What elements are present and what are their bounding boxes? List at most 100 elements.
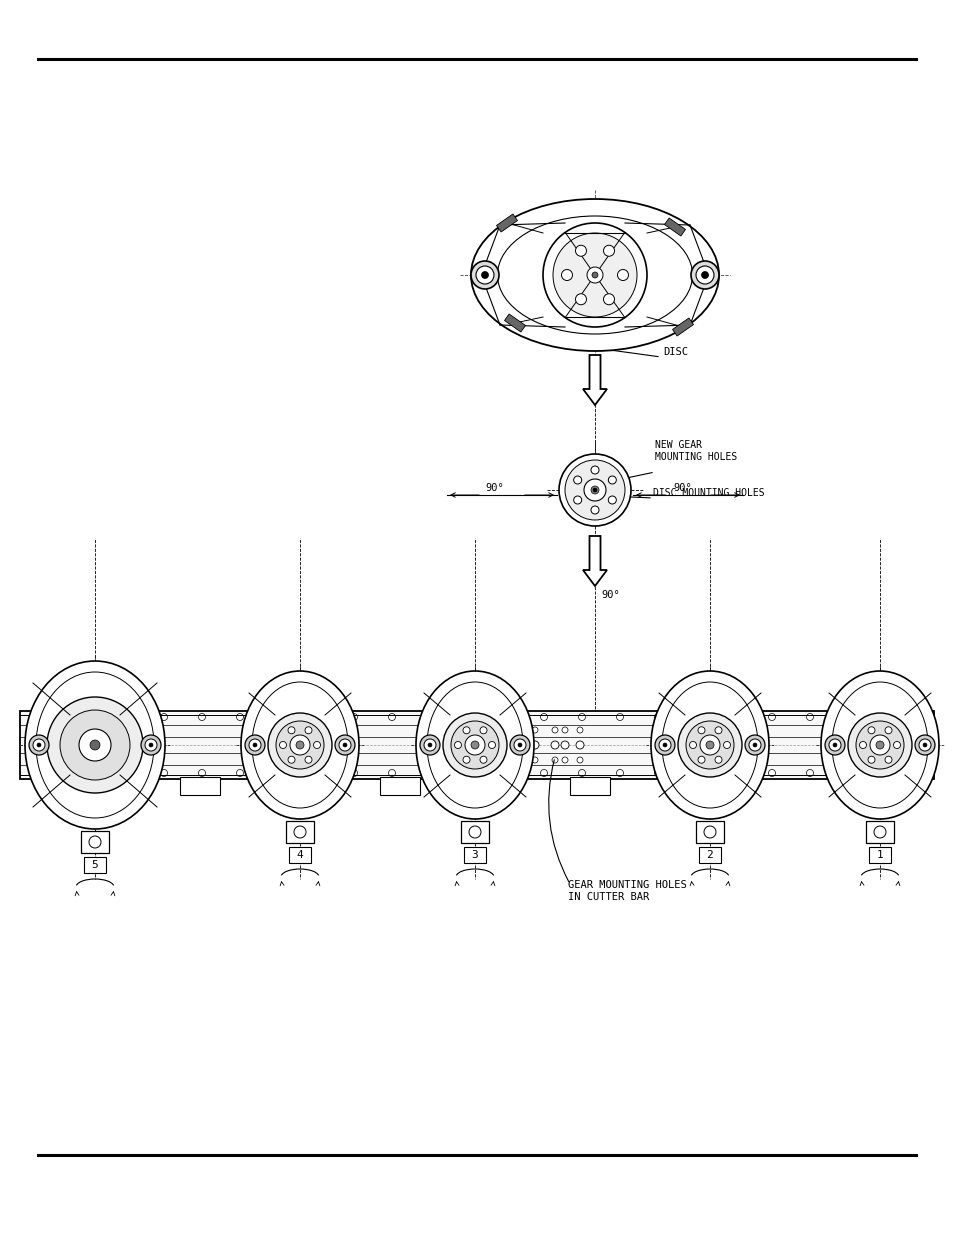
Circle shape	[454, 741, 461, 748]
Circle shape	[343, 743, 347, 747]
Circle shape	[573, 496, 581, 504]
Bar	[696, 821, 723, 844]
Circle shape	[590, 487, 598, 494]
Circle shape	[274, 769, 281, 777]
Circle shape	[141, 735, 161, 755]
Text: 1: 1	[876, 850, 882, 860]
Circle shape	[335, 735, 355, 755]
Polygon shape	[582, 536, 606, 585]
Circle shape	[859, 741, 865, 748]
Circle shape	[290, 735, 310, 755]
Circle shape	[586, 267, 602, 283]
Circle shape	[532, 727, 537, 734]
Circle shape	[160, 714, 168, 720]
Circle shape	[471, 741, 478, 748]
Circle shape	[476, 266, 494, 284]
Circle shape	[426, 769, 433, 777]
Circle shape	[60, 710, 130, 781]
Text: 3: 3	[471, 850, 477, 860]
Bar	[868, 847, 890, 863]
Circle shape	[730, 714, 737, 720]
Circle shape	[654, 714, 660, 720]
Circle shape	[608, 475, 616, 484]
Circle shape	[722, 741, 730, 748]
Circle shape	[532, 757, 537, 763]
Circle shape	[678, 713, 741, 777]
Circle shape	[882, 769, 888, 777]
Circle shape	[552, 727, 558, 734]
Text: DISC MOUNTING HOLES: DISC MOUNTING HOLES	[652, 488, 763, 498]
Circle shape	[824, 735, 844, 755]
Circle shape	[920, 714, 926, 720]
Circle shape	[514, 739, 525, 751]
Circle shape	[893, 741, 900, 748]
Circle shape	[253, 743, 256, 747]
Circle shape	[558, 454, 630, 526]
Circle shape	[692, 769, 699, 777]
Circle shape	[350, 714, 357, 720]
Circle shape	[730, 769, 737, 777]
Circle shape	[662, 743, 666, 747]
Circle shape	[350, 769, 357, 777]
Circle shape	[603, 246, 614, 256]
Circle shape	[29, 735, 49, 755]
Circle shape	[654, 769, 660, 777]
Circle shape	[442, 713, 506, 777]
Circle shape	[481, 272, 488, 279]
Text: DISC: DISC	[662, 347, 687, 357]
Circle shape	[305, 756, 312, 763]
Circle shape	[540, 714, 547, 720]
Circle shape	[867, 726, 874, 734]
Circle shape	[616, 769, 623, 777]
Circle shape	[236, 714, 243, 720]
Circle shape	[583, 479, 605, 501]
Bar	[699, 847, 720, 863]
Circle shape	[305, 726, 312, 734]
Ellipse shape	[416, 671, 534, 819]
Bar	[463, 847, 485, 863]
Circle shape	[590, 506, 598, 514]
Bar	[289, 847, 311, 863]
Circle shape	[426, 714, 433, 720]
Circle shape	[914, 735, 934, 755]
Circle shape	[805, 714, 813, 720]
Circle shape	[122, 714, 130, 720]
Text: 2: 2	[706, 850, 713, 860]
Bar	[20, 711, 933, 779]
Circle shape	[832, 743, 836, 747]
Circle shape	[561, 269, 572, 280]
Ellipse shape	[821, 671, 938, 819]
Ellipse shape	[471, 199, 719, 351]
Circle shape	[47, 697, 143, 793]
Circle shape	[47, 769, 53, 777]
Circle shape	[847, 713, 911, 777]
Bar	[286, 821, 314, 844]
Circle shape	[313, 714, 319, 720]
Circle shape	[268, 713, 332, 777]
Ellipse shape	[497, 216, 692, 333]
Circle shape	[692, 714, 699, 720]
Circle shape	[603, 294, 614, 305]
Circle shape	[488, 741, 495, 748]
Circle shape	[748, 739, 760, 751]
Circle shape	[236, 769, 243, 777]
Circle shape	[517, 743, 521, 747]
Circle shape	[714, 756, 721, 763]
Text: NEW GEAR
MOUNTING HOLES: NEW GEAR MOUNTING HOLES	[655, 441, 737, 462]
Circle shape	[423, 739, 436, 751]
Text: 90°: 90°	[484, 483, 503, 493]
Circle shape	[873, 826, 885, 839]
Circle shape	[700, 272, 708, 279]
Circle shape	[510, 735, 530, 755]
Circle shape	[85, 769, 91, 777]
Circle shape	[542, 224, 646, 327]
Circle shape	[462, 756, 470, 763]
Circle shape	[288, 726, 294, 734]
Circle shape	[685, 721, 733, 769]
Circle shape	[502, 769, 509, 777]
Circle shape	[561, 757, 567, 763]
Polygon shape	[504, 314, 525, 332]
Ellipse shape	[427, 682, 522, 808]
Text: 90°: 90°	[672, 483, 691, 493]
Circle shape	[279, 741, 286, 748]
